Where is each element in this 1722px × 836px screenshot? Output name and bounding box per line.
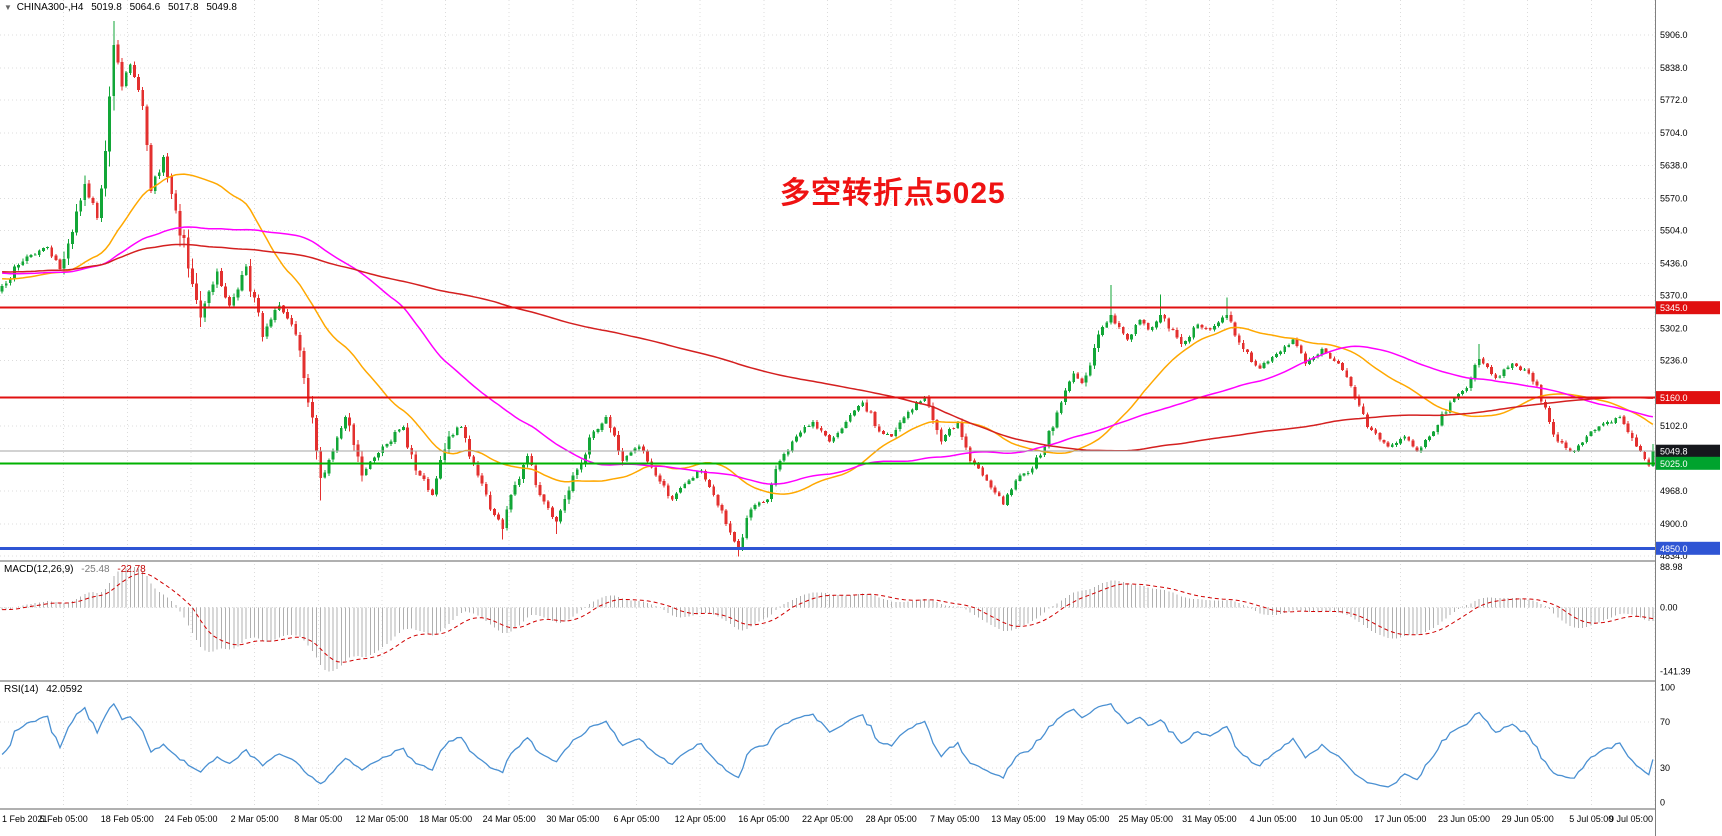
svg-text:-141.39: -141.39 — [1660, 667, 1691, 677]
price-badge-5160.0: 5160.0 — [1656, 391, 1720, 405]
svg-text:5302.0: 5302.0 — [1660, 324, 1688, 334]
svg-text:23 Jun 05:00: 23 Jun 05:00 — [1438, 814, 1490, 824]
macd-histogram — [1, 567, 1654, 672]
price-badge-5345.0: 5345.0 — [1656, 301, 1720, 315]
svg-text:12 Mar 05:00: 12 Mar 05:00 — [355, 814, 408, 824]
svg-text:5 Feb 05:00: 5 Feb 05:00 — [40, 814, 88, 824]
svg-text:4900.0: 4900.0 — [1660, 519, 1688, 529]
svg-text:1 Feb 2021: 1 Feb 2021 — [2, 814, 48, 824]
svg-text:5 Jul 05:00: 5 Jul 05:00 — [1569, 814, 1613, 824]
macd-signal-line — [2, 572, 1653, 663]
pane-separator-1[interactable] — [0, 560, 1722, 562]
pane-separator-2[interactable] — [0, 680, 1722, 682]
svg-text:5049.8: 5049.8 — [1660, 447, 1688, 457]
svg-text:5025.0: 5025.0 — [1660, 459, 1688, 469]
svg-text:4968.0: 4968.0 — [1660, 486, 1688, 496]
svg-text:30: 30 — [1660, 763, 1670, 773]
ma-slow-line[interactable] — [2, 243, 1653, 452]
open-value: 5019.8 — [91, 2, 122, 13]
svg-text:5638.0: 5638.0 — [1660, 160, 1688, 170]
chart-annotation: 多空转折点5025 — [780, 177, 1006, 210]
macd-signal-value: -22.78 — [117, 564, 146, 575]
svg-text:5436.0: 5436.0 — [1660, 259, 1688, 269]
rsi-value: 42.0592 — [46, 684, 83, 695]
price-badge-5025.0: 5025.0 — [1656, 456, 1720, 470]
price-axis-background[interactable] — [1656, 0, 1722, 836]
svg-text:88.98: 88.98 — [1660, 562, 1683, 572]
svg-text:17 Jun 05:00: 17 Jun 05:00 — [1374, 814, 1426, 824]
price-badge-5049.8: 5049.8 — [1656, 444, 1720, 458]
svg-text:30 Mar 05:00: 30 Mar 05:00 — [546, 814, 599, 824]
svg-text:12 Apr 05:00: 12 Apr 05:00 — [675, 814, 726, 824]
svg-text:16 Apr 05:00: 16 Apr 05:00 — [738, 814, 789, 824]
svg-text:7 May 05:00: 7 May 05:00 — [930, 814, 980, 824]
macd-name: MACD(12,26,9) — [4, 564, 74, 575]
svg-text:5772.0: 5772.0 — [1660, 95, 1688, 105]
rsi-indicator-label: RSI(14) 42.0592 — [4, 684, 87, 695]
svg-text:5906.0: 5906.0 — [1660, 30, 1688, 40]
chart-ohlc-header: ▼ CHINA300-,H4 5019.8 5064.6 5017.8 5049… — [4, 2, 242, 13]
macd-indicator-label: MACD(12,26,9) -25.48 -22.78 — [4, 564, 151, 575]
svg-text:2 Mar 05:00: 2 Mar 05:00 — [231, 814, 279, 824]
symbol-dropdown-icon[interactable]: ▼ — [4, 3, 12, 12]
svg-text:8 Mar 05:00: 8 Mar 05:00 — [294, 814, 342, 824]
rsi-name: RSI(14) — [4, 684, 39, 695]
svg-text:29 Jun 05:00: 29 Jun 05:00 — [1502, 814, 1554, 824]
symbol-timeframe-label: CHINA300-,H4 — [16, 2, 84, 13]
svg-text:28 Apr 05:00: 28 Apr 05:00 — [866, 814, 917, 824]
ma-mid-line[interactable] — [2, 226, 1654, 485]
svg-text:10 Jun 05:00: 10 Jun 05:00 — [1311, 814, 1363, 824]
svg-text:4 Jun 05:00: 4 Jun 05:00 — [1250, 814, 1297, 824]
svg-text:5838.0: 5838.0 — [1660, 63, 1688, 73]
svg-text:70: 70 — [1660, 717, 1670, 727]
svg-text:100: 100 — [1660, 683, 1675, 693]
svg-text:5570.0: 5570.0 — [1660, 193, 1688, 203]
price-badge-4850.0: 4850.0 — [1656, 541, 1720, 555]
low-value: 5017.8 — [167, 2, 199, 13]
svg-text:5504.0: 5504.0 — [1660, 225, 1688, 235]
macd-main-value: -25.48 — [81, 564, 110, 575]
svg-text:31 May 05:00: 31 May 05:00 — [1182, 814, 1237, 824]
high-value: 5064.6 — [129, 2, 161, 13]
svg-text:13 May 05:00: 13 May 05:00 — [991, 814, 1046, 824]
svg-text:25 May 05:00: 25 May 05:00 — [1119, 814, 1174, 824]
svg-text:5102.0: 5102.0 — [1660, 421, 1688, 431]
svg-text:4834.0: 4834.0 — [1660, 551, 1688, 561]
grid-lines — [0, 0, 1656, 808]
svg-text:5370.0: 5370.0 — [1660, 291, 1688, 301]
svg-text:24 Mar 05:00: 24 Mar 05:00 — [483, 814, 536, 824]
svg-text:5345.0: 5345.0 — [1660, 303, 1688, 313]
svg-text:6 Apr 05:00: 6 Apr 05:00 — [613, 814, 659, 824]
svg-text:24 Feb 05:00: 24 Feb 05:00 — [164, 814, 217, 824]
svg-text:9 Jul 05:00: 9 Jul 05:00 — [1609, 814, 1653, 824]
close-value: 5049.8 — [206, 2, 237, 13]
rsi-line — [1, 702, 1654, 788]
svg-text:5236.0: 5236.0 — [1660, 356, 1688, 366]
svg-text:5160.0: 5160.0 — [1660, 393, 1688, 403]
svg-text:0.00: 0.00 — [1660, 602, 1678, 612]
ma-fast-line[interactable] — [2, 173, 1654, 495]
svg-text:18 Feb 05:00: 18 Feb 05:00 — [101, 814, 154, 824]
svg-text:18 Mar 05:00: 18 Mar 05:00 — [419, 814, 472, 824]
svg-text:19 May 05:00: 19 May 05:00 — [1055, 814, 1110, 824]
pane-separator-3[interactable] — [0, 808, 1722, 810]
svg-text:0: 0 — [1660, 797, 1665, 807]
svg-text:5704.0: 5704.0 — [1660, 128, 1688, 138]
svg-text:22 Apr 05:00: 22 Apr 05:00 — [802, 814, 853, 824]
svg-text:4850.0: 4850.0 — [1660, 544, 1688, 554]
price-axis-labels: 5906.0 5838.0 5772.0 5704.0 5638.0 5570.0 5504… — [1660, 30, 1691, 807]
